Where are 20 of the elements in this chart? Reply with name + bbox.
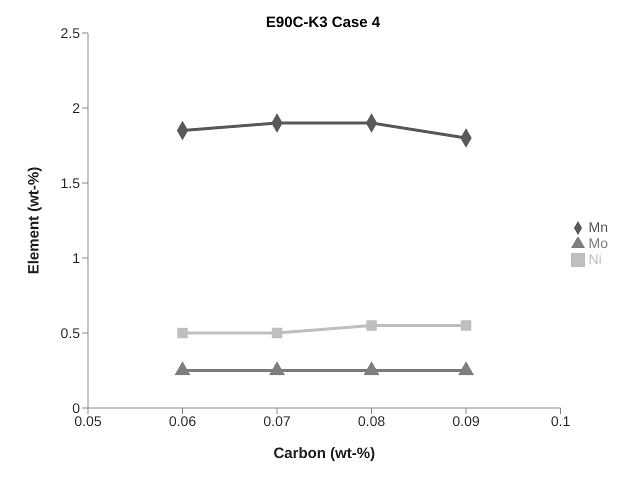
x-tick-label: 0.09: [452, 412, 480, 429]
x-tick-label: 0.07: [263, 412, 291, 429]
y-tick-label: 1: [72, 250, 80, 266]
legend-label: Mo: [588, 234, 608, 251]
y-tick-label: 2: [72, 100, 80, 116]
point: [364, 361, 380, 376]
y-tick-label: 0.5: [60, 324, 80, 341]
x-tick-label: 0.1: [550, 412, 570, 429]
legend-label: Mn: [588, 218, 608, 235]
y-tick-label: 2.5: [60, 24, 80, 41]
point: [174, 361, 190, 376]
x-tick-label: 0.06: [168, 412, 196, 429]
point: [269, 361, 285, 376]
x-axis-title: Carbon (wt-%): [273, 445, 376, 462]
chart-title: E90C-K3 Case 4: [264, 14, 382, 31]
y-axis-title: Element (wt-%): [25, 166, 42, 274]
point: [458, 361, 474, 376]
x-tick-label: 0.08: [358, 412, 386, 429]
legend-label: Ni: [588, 251, 602, 268]
y-tick-label: 1.5: [60, 174, 80, 191]
